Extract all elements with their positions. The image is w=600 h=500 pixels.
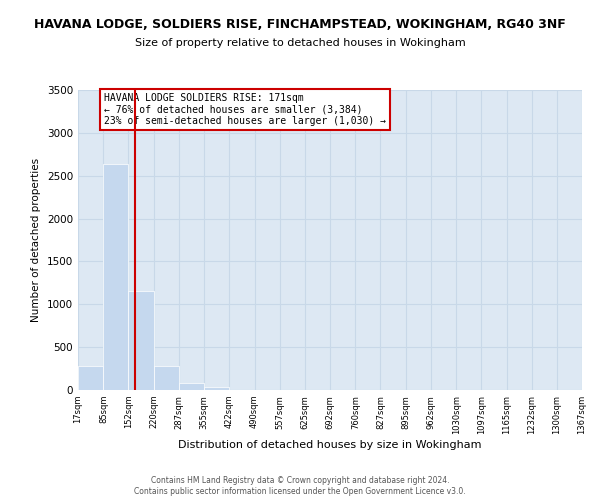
Text: Size of property relative to detached houses in Wokingham: Size of property relative to detached ho…: [134, 38, 466, 48]
Text: Contains public sector information licensed under the Open Government Licence v3: Contains public sector information licen…: [134, 488, 466, 496]
Text: HAVANA LODGE SOLDIERS RISE: 171sqm
← 76% of detached houses are smaller (3,384)
: HAVANA LODGE SOLDIERS RISE: 171sqm ← 76%…: [104, 93, 386, 126]
Y-axis label: Number of detached properties: Number of detached properties: [31, 158, 41, 322]
Text: HAVANA LODGE, SOLDIERS RISE, FINCHAMPSTEAD, WOKINGHAM, RG40 3NF: HAVANA LODGE, SOLDIERS RISE, FINCHAMPSTE…: [34, 18, 566, 30]
X-axis label: Distribution of detached houses by size in Wokingham: Distribution of detached houses by size …: [178, 440, 482, 450]
Bar: [128, 292, 154, 390]
Bar: [78, 366, 103, 390]
Bar: [103, 164, 128, 390]
Bar: [154, 366, 179, 390]
Text: Contains HM Land Registry data © Crown copyright and database right 2024.: Contains HM Land Registry data © Crown c…: [151, 476, 449, 485]
Bar: [179, 382, 204, 390]
Bar: [204, 388, 229, 390]
